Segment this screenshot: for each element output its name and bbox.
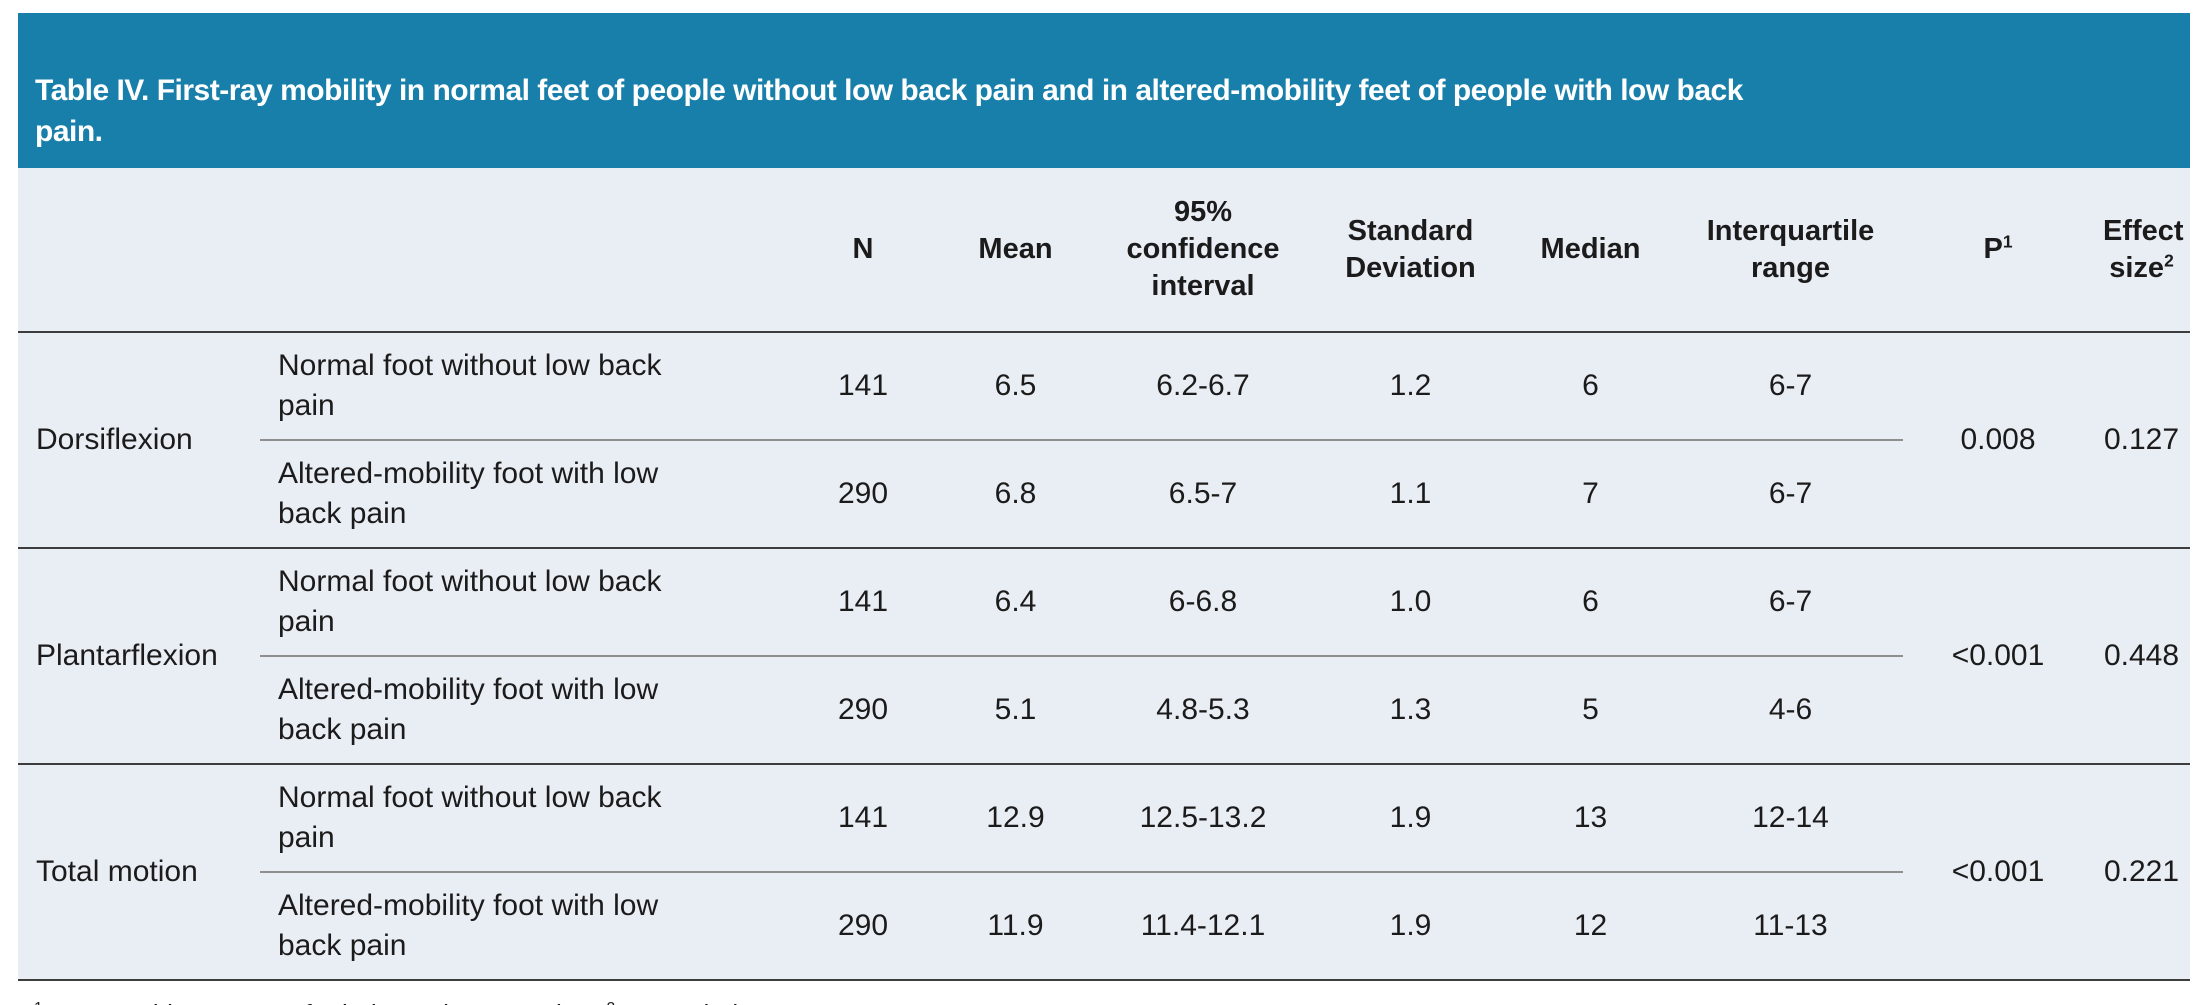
cell-category: Dorsiflexion [18, 332, 260, 549]
cell-group: Altered-mobility foot with low back pain [260, 440, 783, 549]
cell-p: 0.008 [1903, 332, 2093, 549]
cell-n: 141 [783, 764, 943, 873]
header-iqr: Interquartile range [1678, 168, 1903, 333]
cell-sd: 1.3 [1318, 656, 1503, 765]
cell-effect-size: 0.221 [2093, 764, 2190, 981]
cell-mean: 11.9 [943, 872, 1088, 981]
cell-p: <0.001 [1903, 548, 2093, 765]
cell-n: 290 [783, 656, 943, 765]
header-row: N Mean 95% confidence interval Standard … [18, 168, 2190, 333]
table-card: Table IV. First-ray mobility in normal f… [18, 13, 2190, 981]
cell-iqr: 6-7 [1678, 548, 1903, 657]
cell-median: 5 [1503, 656, 1678, 765]
cell-iqr: 6-7 [1678, 332, 1903, 441]
cell-mean: 6.4 [943, 548, 1088, 657]
cell-n: 290 [783, 440, 943, 549]
cell-ci: 4.8-5.3 [1088, 656, 1318, 765]
cell-iqr: 4-6 [1678, 656, 1903, 765]
cell-ci: 12.5-13.2 [1088, 764, 1318, 873]
header-effect-label: Effect size [2103, 214, 2184, 284]
cell-median: 12 [1503, 872, 1678, 981]
footnote-text-1: Mann–Whitney U test for independent samp… [49, 999, 597, 1005]
header-effect-size: Effect size2 [2093, 168, 2190, 333]
cell-mean: 5.1 [943, 656, 1088, 765]
footnote-text-2: Rosenthal r. [621, 999, 760, 1005]
header-p: P1 [1903, 168, 2093, 333]
header-mean: Mean [943, 168, 1088, 333]
cell-effect-size: 0.127 [2093, 332, 2190, 549]
cell-ci: 6-6.8 [1088, 548, 1318, 657]
cell-sd: 1.2 [1318, 332, 1503, 441]
table-row: Dorsiflexion Normal foot without low bac… [18, 332, 2190, 549]
cell-category: Total motion [18, 764, 260, 981]
header-median: Median [1503, 168, 1678, 333]
cell-sd: 1.1 [1318, 440, 1503, 549]
cell-n: 290 [783, 872, 943, 981]
cell-median: 13 [1503, 764, 1678, 873]
cell-group: Normal foot without low back pain [260, 332, 783, 441]
header-p-superscript: 1 [2002, 231, 2013, 252]
header-ci: 95% confidence interval [1088, 168, 1318, 333]
table-row: Plantarflexion Normal foot without low b… [18, 548, 2190, 765]
footnote-superscript-2: 2 [606, 1000, 615, 1005]
cell-iqr: 6-7 [1678, 440, 1903, 549]
table-row: Altered-mobility foot with low back pain… [18, 656, 2190, 765]
cell-category: Plantarflexion [18, 548, 260, 765]
table-row: Altered-mobility foot with low back pain… [18, 872, 2190, 981]
footnote-superscript-1: 1 [34, 1000, 43, 1005]
cell-effect-size: 0.448 [2093, 548, 2190, 765]
cell-sd: 1.9 [1318, 872, 1503, 981]
cell-median: 7 [1503, 440, 1678, 549]
cell-p: <0.001 [1903, 764, 2093, 981]
cell-sd: 1.0 [1318, 548, 1503, 657]
table-row: Altered-mobility foot with low back pain… [18, 440, 2190, 549]
header-effect-superscript: 2 [2164, 249, 2174, 270]
cell-group: Altered-mobility foot with low back pain [260, 656, 783, 765]
cell-group: Normal foot without low back pain [260, 548, 783, 657]
cell-iqr: 12-14 [1678, 764, 1903, 873]
cell-mean: 12.9 [943, 764, 1088, 873]
header-sd: Standard Deviation [1318, 168, 1503, 333]
cell-ci: 6.2-6.7 [1088, 332, 1318, 441]
cell-ci: 11.4-12.1 [1088, 872, 1318, 981]
cell-mean: 6.8 [943, 440, 1088, 549]
cell-mean: 6.5 [943, 332, 1088, 441]
table-row: Total motion Normal foot without low bac… [18, 764, 2190, 981]
table-title: Table IV. First-ray mobility in normal f… [35, 74, 1743, 148]
cell-iqr: 11-13 [1678, 872, 1903, 981]
cell-n: 141 [783, 548, 943, 657]
header-n: N [783, 168, 943, 333]
cell-sd: 1.9 [1318, 764, 1503, 873]
cell-median: 6 [1503, 332, 1678, 441]
footnote: 1 Mann–Whitney U test for independent sam… [34, 999, 2190, 1005]
cell-ci: 6.5-7 [1088, 440, 1318, 549]
header-category-spacer [18, 168, 260, 333]
cell-n: 141 [783, 332, 943, 441]
table-title-banner: Table IV. First-ray mobility in normal f… [18, 13, 2190, 168]
cell-group: Altered-mobility foot with low back pain [260, 872, 783, 981]
header-p-label: P [1983, 233, 2003, 265]
cell-median: 6 [1503, 548, 1678, 657]
data-table: N Mean 95% confidence interval Standard … [18, 168, 2190, 981]
header-group-spacer [260, 168, 783, 333]
cell-group: Normal foot without low back pain [260, 764, 783, 873]
